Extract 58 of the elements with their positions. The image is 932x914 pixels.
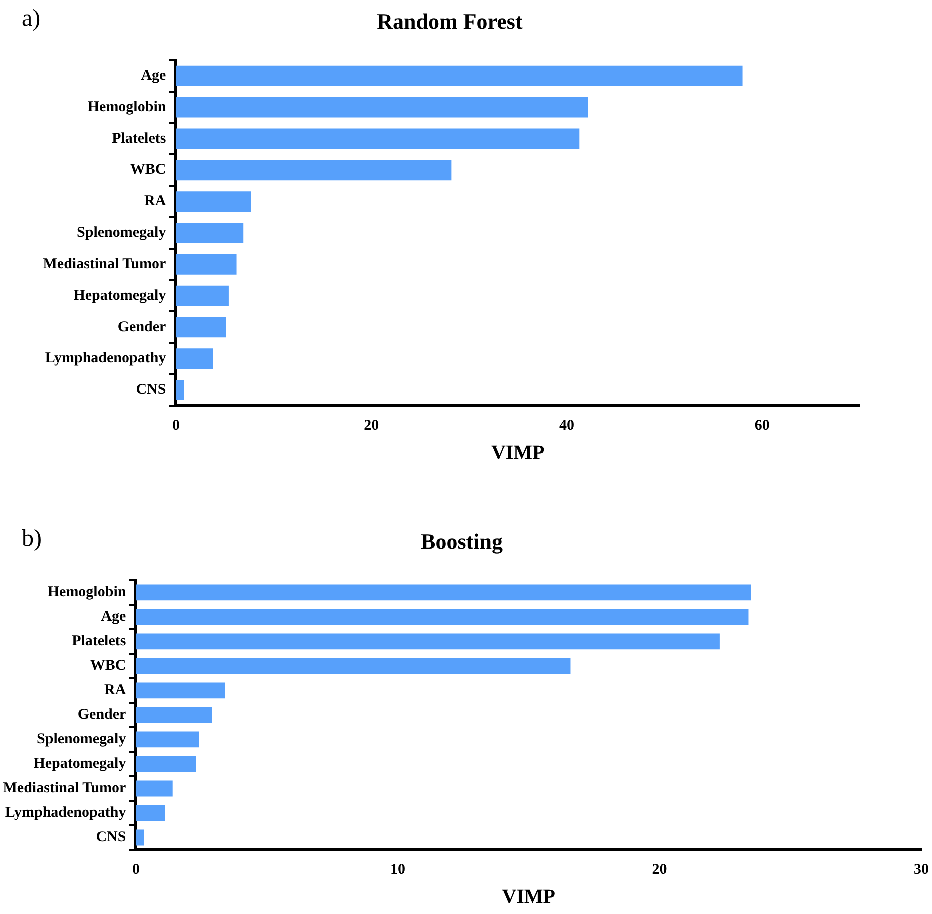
- bar: [176, 286, 229, 306]
- y-tick-label: Splenomegaly: [77, 225, 167, 242]
- x-tick-label: 10: [390, 862, 406, 878]
- x-tick-label: 0: [172, 418, 180, 434]
- y-tick-label: Platelets: [112, 130, 166, 147]
- x-axis-title: VIMP: [491, 442, 545, 464]
- y-tick-label: CNS: [96, 830, 126, 846]
- bar: [136, 682, 226, 699]
- y-tick-label: Mediastinal Tumor: [43, 256, 167, 272]
- y-tick-label: Age: [101, 609, 127, 626]
- text: a): [22, 6, 41, 33]
- chart-title: Boosting: [421, 528, 503, 554]
- x-tick-label: 30: [914, 862, 929, 878]
- bar: [136, 780, 173, 797]
- bar: [176, 97, 588, 118]
- chart-title: Random Forest: [377, 8, 524, 34]
- x-axis-title: VIMP: [502, 886, 556, 908]
- bar: [136, 609, 749, 626]
- y-tick-label: RA: [104, 682, 126, 699]
- y-tick-label: WBC: [130, 162, 166, 178]
- y-tick-label: Splenomegaly: [37, 732, 127, 748]
- bar: [176, 192, 252, 212]
- bar: [176, 380, 184, 400]
- y-tick-label: Hepatomegaly: [74, 288, 167, 304]
- y-tick-label: Platelets: [72, 634, 126, 650]
- bar: [176, 66, 743, 86]
- bar: [136, 707, 212, 724]
- y-tick-label: Hepatomegaly: [34, 756, 127, 772]
- bar: [176, 128, 580, 150]
- y-tick-label: RA: [144, 194, 166, 210]
- bar: [136, 830, 144, 846]
- y-tick-label: Age: [141, 68, 167, 84]
- bar: [136, 732, 200, 748]
- y-tick-label: Hemoglobin: [48, 584, 127, 601]
- x-tick-label: 20: [652, 862, 668, 878]
- x-tick-label: 60: [754, 418, 770, 434]
- bar: [176, 254, 237, 275]
- y-tick-label: Hemoglobin: [88, 99, 167, 116]
- x-tick-label: 40: [559, 418, 574, 434]
- y-tick-label: CNS: [136, 382, 166, 398]
- bar: [136, 756, 196, 772]
- bar: [136, 658, 571, 674]
- bar: [136, 584, 752, 601]
- bar: [176, 160, 452, 181]
- bar: [176, 348, 214, 370]
- bar: [136, 805, 165, 822]
- bar: [136, 634, 720, 650]
- x-tick-label: 0: [132, 862, 140, 878]
- y-tick-label: WBC: [90, 658, 126, 674]
- bar: [176, 222, 244, 244]
- bar: [176, 317, 226, 338]
- y-tick-label: Gender: [78, 707, 127, 724]
- y-tick-label: Mediastinal Tumor: [3, 780, 127, 797]
- y-tick-label: Lymphadenopathy: [45, 350, 167, 367]
- y-tick-label: Lymphadenopathy: [5, 805, 127, 822]
- x-tick-label: 20: [364, 418, 380, 434]
- text: b): [22, 526, 42, 553]
- y-tick-label: Gender: [118, 319, 167, 336]
